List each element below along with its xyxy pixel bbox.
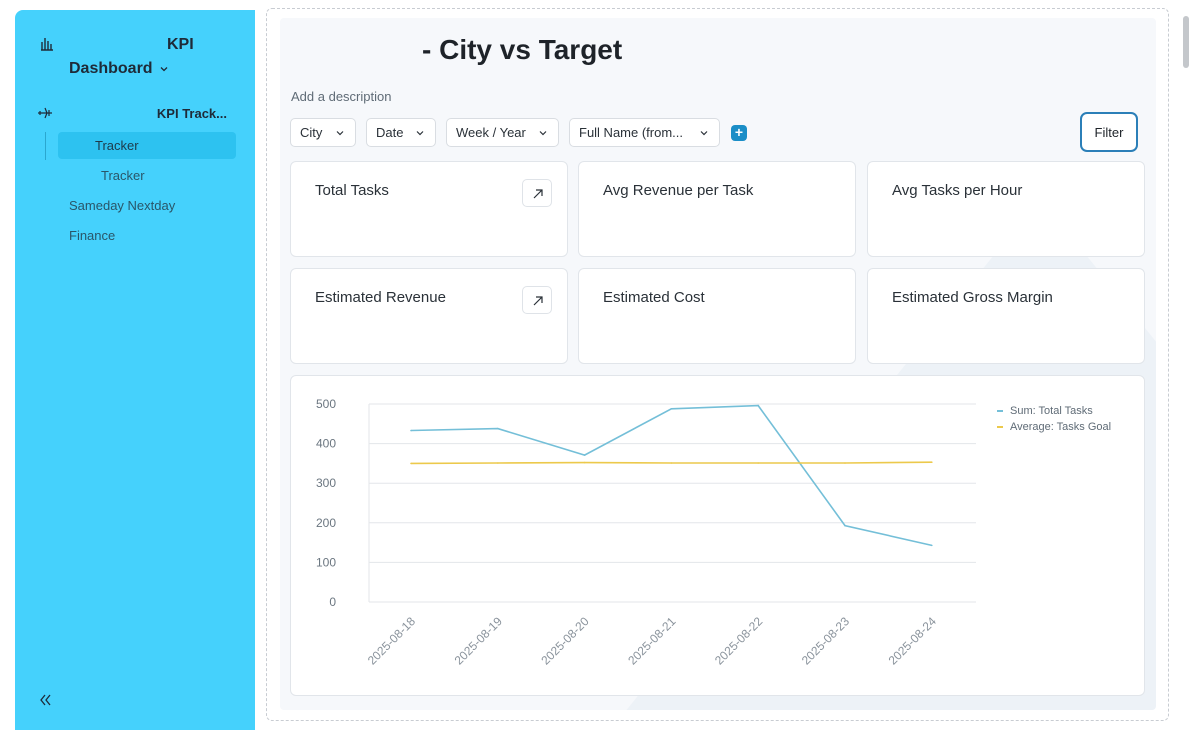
airplane-icon xyxy=(38,107,52,119)
data-point xyxy=(844,462,846,464)
data-point xyxy=(670,462,673,464)
y-tick-label: 400 xyxy=(316,437,336,451)
tree-line xyxy=(45,132,46,160)
kpi-card-estimated-gross-margin[interactable]: Estimated Gross Margin xyxy=(867,268,1145,364)
app-title-kpi: KPI xyxy=(167,36,194,53)
legend-item[interactable]: Sum: Total Tasks xyxy=(997,403,1111,419)
main-frame xyxy=(266,8,1169,721)
x-tick-label: 2025-08-20 xyxy=(538,614,592,668)
data-point xyxy=(844,524,846,527)
filter-label: Full Name (from... xyxy=(579,125,684,140)
bar-chart-icon xyxy=(41,38,53,51)
line-chart-card: 0 100 200 300 400 500 2025-08-18 2025-08-19 2025… xyxy=(290,375,1145,696)
kpi-card-estimated-cost[interactable]: Estimated Cost xyxy=(578,268,856,364)
kpi-card-estimated-revenue[interactable]: Estimated Revenue xyxy=(290,268,568,364)
arrow-up-right-icon xyxy=(533,296,543,306)
data-point xyxy=(670,407,673,410)
data-point xyxy=(497,427,499,430)
sidebar: KPI Dashboard KPI Track... Tracker Track… xyxy=(15,10,255,730)
data-point xyxy=(410,462,412,465)
double-chevron-left-icon[interactable] xyxy=(37,692,53,708)
open-button[interactable] xyxy=(522,179,552,207)
filter-city[interactable]: City xyxy=(290,118,356,147)
filter-label: City xyxy=(300,125,323,140)
series-line-total-tasks xyxy=(410,404,932,547)
legend-label: Average: Tasks Goal xyxy=(1010,421,1112,433)
description-field[interactable]: Add a description xyxy=(291,89,392,104)
open-button[interactable] xyxy=(522,286,552,314)
filter-week-year[interactable]: Week / Year xyxy=(446,118,559,147)
app-title-dashboard: Dashboard xyxy=(69,60,153,77)
card-title: Estimated Gross Margin xyxy=(892,289,1053,306)
kpi-card-avg-tasks-per-hour[interactable]: Avg Tasks per Hour xyxy=(867,161,1145,257)
x-tick-label: 2025-08-23 xyxy=(799,614,853,668)
x-tick-label: 2025-08-21 xyxy=(625,614,679,668)
card-title: Estimated Cost xyxy=(603,289,705,306)
data-point xyxy=(497,462,499,464)
chevron-down-icon xyxy=(160,67,168,72)
y-tick-label: 100 xyxy=(316,555,336,569)
filter-label: Date xyxy=(376,125,404,140)
data-point xyxy=(583,454,586,456)
y-tick-label: 0 xyxy=(329,595,336,609)
legend-swatch xyxy=(997,426,1003,428)
chart-legend: Sum: Total Tasks Average: Tasks Goal xyxy=(997,403,1111,435)
y-tick-label: 500 xyxy=(316,397,336,411)
data-point xyxy=(583,461,586,464)
data-point xyxy=(757,462,759,464)
filter-label: Week / Year xyxy=(456,125,526,140)
kpi-card-total-tasks[interactable]: Total Tasks xyxy=(290,161,568,257)
legend-item[interactable]: Average: Tasks Goal xyxy=(997,419,1111,435)
y-tick-label: 200 xyxy=(316,516,336,530)
x-tick-label: 2025-08-22 xyxy=(712,614,766,668)
chevron-down-icon xyxy=(539,131,547,136)
sidebar-section-label: KPI Track... xyxy=(156,106,227,121)
card-title: Total Tasks xyxy=(315,182,389,199)
filter-button[interactable]: Filter xyxy=(1080,112,1138,152)
card-title: Avg Revenue per Task xyxy=(603,182,754,199)
chevron-down-icon xyxy=(336,131,344,136)
legend-label: Sum: Total Tasks xyxy=(1010,405,1093,417)
filter-full-name[interactable]: Full Name (from... xyxy=(569,118,720,147)
sidebar-item-tracker-2[interactable]: Tracker xyxy=(101,168,145,183)
chevron-down-icon xyxy=(700,131,708,136)
dashboard-switcher[interactable]: Dashboard xyxy=(69,60,169,78)
card-title: Estimated Revenue xyxy=(315,289,446,306)
scrollbar-thumb[interactable] xyxy=(1183,16,1189,68)
sidebar-section-kpi-tracker[interactable]: KPI Track... xyxy=(37,104,237,124)
sidebar-item-sameday-nextday[interactable]: Sameday Nextday xyxy=(69,198,176,213)
plus-icon[interactable]: + xyxy=(731,125,747,141)
data-point xyxy=(931,461,933,464)
arrow-up-right-icon xyxy=(533,189,543,199)
line-chart: 0 100 200 300 400 500 2025-08-18 2025-08-19 2025… xyxy=(316,397,976,668)
sidebar-item-finance[interactable]: Finance xyxy=(69,228,116,243)
data-point xyxy=(757,404,759,407)
chevron-down-icon xyxy=(416,131,424,136)
x-tick-label: 2025-08-18 xyxy=(365,614,419,668)
legend-swatch xyxy=(997,410,1003,412)
page-title[interactable]: - City vs Target xyxy=(422,34,623,65)
x-tick-label: 2025-08-19 xyxy=(452,614,506,668)
kpi-card-avg-revenue-per-task[interactable]: Avg Revenue per Task xyxy=(578,161,856,257)
filter-date[interactable]: Date xyxy=(366,118,436,147)
card-title: Avg Tasks per Hour xyxy=(892,182,1023,199)
y-tick-label: 300 xyxy=(316,476,336,490)
data-point xyxy=(931,544,933,547)
sidebar-item-tracker[interactable]: Tracker xyxy=(58,132,236,159)
data-point xyxy=(410,429,412,432)
x-tick-label: 2025-08-24 xyxy=(886,614,940,668)
